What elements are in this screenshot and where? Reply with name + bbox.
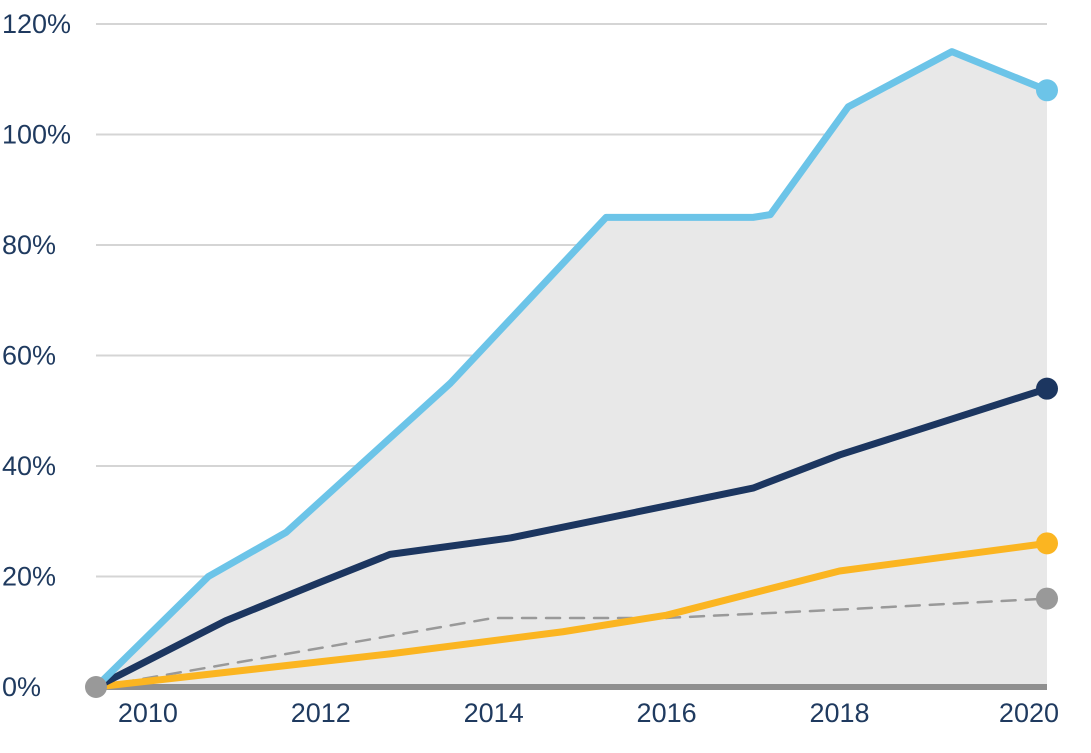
series-lines <box>92 48 1051 691</box>
y-tick-label: 120% <box>2 9 71 39</box>
series-line-1 <box>92 48 1051 691</box>
series-end-marker-2 <box>1036 377 1058 400</box>
x-tick-label: 2020 <box>999 698 1059 728</box>
x-tick-label: 2014 <box>464 698 524 728</box>
series-start-marker <box>85 676 107 698</box>
y-tick-label: 60% <box>2 341 56 371</box>
y-tick-label: 40% <box>2 451 56 481</box>
y-tick-label: 80% <box>2 230 56 260</box>
x-tick-label: 2016 <box>637 698 697 728</box>
shaded-range-area <box>96 51 1047 687</box>
y-tick-label: 100% <box>2 120 71 150</box>
series-end-markers <box>85 79 1058 698</box>
series-end-marker-4 <box>1036 587 1058 610</box>
y-tick-label: 20% <box>2 562 56 592</box>
x-tick-label: 2012 <box>291 698 351 728</box>
x-tick-label: 2010 <box>118 698 178 728</box>
y-axis-tick-labels: 0% 20% 40% 60% 80% 100% 120% <box>2 9 71 702</box>
x-axis-tick-labels: 2010 2012 2014 2016 2018 2020 <box>118 698 1059 728</box>
x-tick-label: 2018 <box>809 698 869 728</box>
series-end-marker-1 <box>1036 79 1058 102</box>
series-line-3 <box>92 539 1051 691</box>
series-end-marker-3 <box>1036 532 1058 555</box>
series-line-2 <box>92 385 1051 691</box>
y-tick-label: 0% <box>2 672 41 702</box>
